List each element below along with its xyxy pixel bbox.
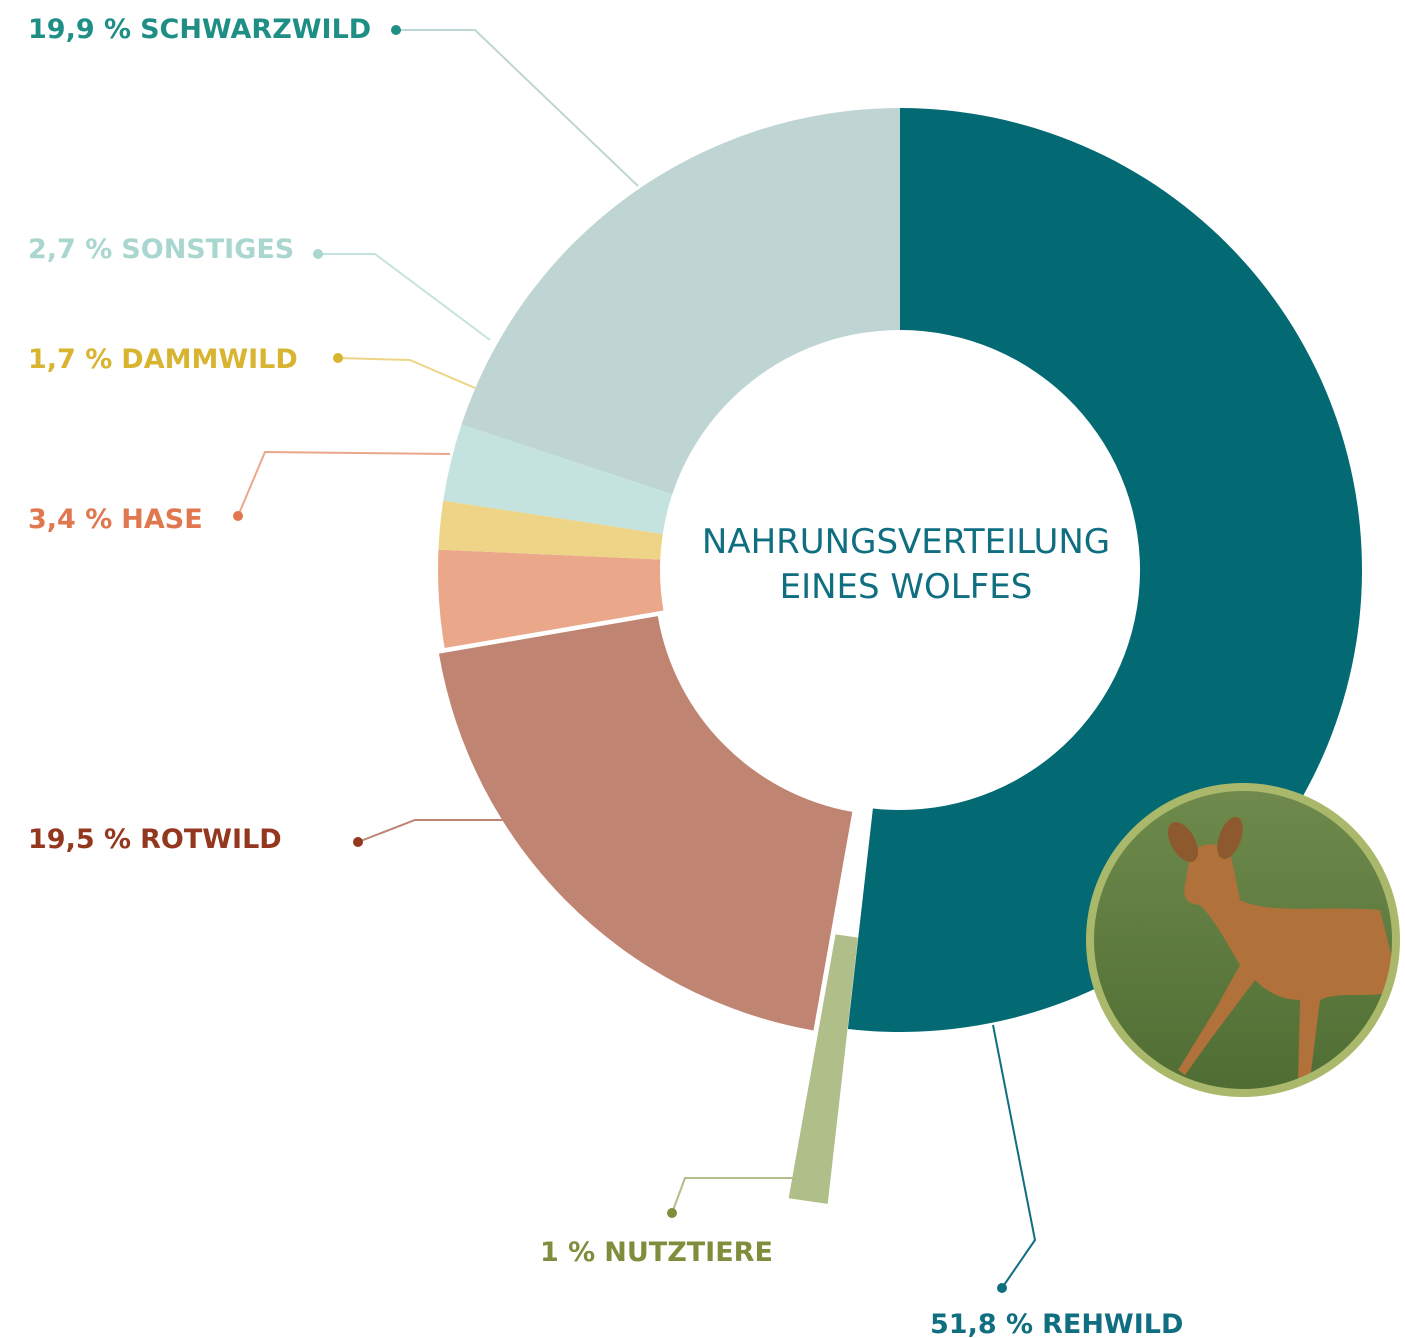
leader-dot [353,837,363,847]
leader-line [237,450,451,517]
category-label: SCHWARZWILD [140,14,371,45]
chart-title: EINES WOLFES [780,567,1033,607]
category-label: NUTZTIERE [604,1237,773,1268]
value-label: 19,5 % [28,824,131,855]
leader-dot [667,1208,677,1218]
slice [788,934,858,1204]
leader-dot [333,353,343,363]
slice-label: 51,8 % REHWILD [930,1309,1183,1338]
photo-border [1086,783,1400,1097]
leader-dot [997,1283,1007,1293]
slice [443,424,673,534]
value-label: 3,4 % [28,504,112,535]
leader-line [318,253,491,341]
value-label: 51,8 % [930,1309,1033,1338]
chart-title: NAHRUNGSVERTEILUNG [702,522,1110,562]
slice-label: 1 % NUTZTIERE [540,1237,773,1268]
slice-label: 1,7 % DAMMWILD [28,344,298,375]
category-label: HASE [121,504,202,535]
category-label: REHWILD [1042,1309,1183,1338]
slice-label: 19,5 % ROTWILD [28,824,282,855]
category-label: ROTWILD [140,824,282,855]
slice [437,549,664,649]
leader-line [337,357,476,389]
leader-dot [391,25,401,35]
leaders [233,25,1037,1293]
value-label: 1 % [540,1237,595,1268]
leader-line [357,819,510,843]
category-label: SONSTIGES [121,234,294,265]
value-label: 1,7 % [28,344,112,375]
leader-line [992,1024,1037,1289]
slice-label: 19,9 % SCHWARZWILD [28,14,371,45]
leader-dot [313,249,323,259]
value-label: 19,9 % [28,14,131,45]
value-label: 2,7 % [28,234,112,265]
slice-label: 2,7 % SONSTIGES [28,234,294,265]
slice-label: 3,4 % HASE [28,504,203,535]
category-label: DAMMWILD [121,344,298,375]
deer-photo [1091,788,1395,1092]
slice [438,500,663,560]
leader-line [671,1177,800,1214]
slice [438,616,853,1031]
leader-line [396,29,639,187]
leader-dot [233,511,243,521]
slice [461,107,900,495]
